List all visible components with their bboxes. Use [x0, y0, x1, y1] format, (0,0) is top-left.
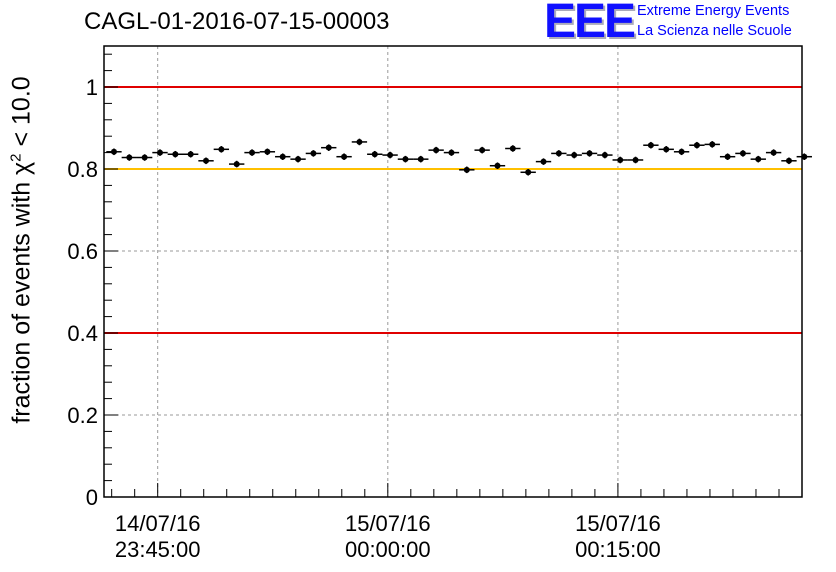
- data-point: [141, 154, 148, 161]
- plot-frame: [103, 45, 803, 498]
- logo-text-line1: Extreme Energy Events: [637, 3, 790, 19]
- data-point: [555, 150, 562, 157]
- x-tick-label-time: 00:00:00: [345, 537, 431, 562]
- data-point: [448, 149, 455, 156]
- data-point: [601, 152, 608, 159]
- chart-title: CAGL-01-2016-07-15-00003: [84, 8, 390, 35]
- data-point: [110, 148, 117, 155]
- y-tick-label: 0.8: [67, 157, 98, 182]
- data-point: [325, 144, 332, 151]
- eee-logo-mark: EEE: [544, 0, 636, 48]
- data-point: [417, 156, 424, 163]
- data-point: [249, 149, 256, 156]
- x-tick-label-time: 00:15:00: [575, 537, 661, 562]
- x-tick-label-time: 23:45:00: [115, 537, 201, 562]
- data-point: [693, 142, 700, 149]
- data-point: [387, 152, 394, 159]
- data-point: [402, 156, 409, 163]
- x-tick-label-date: 15/07/16: [345, 511, 431, 536]
- data-point: [755, 156, 762, 163]
- y-tick-label: 0.4: [67, 321, 98, 346]
- data-point: [724, 153, 731, 160]
- y-tick-label: 1: [86, 75, 98, 100]
- y-tick-label: 0.6: [67, 239, 98, 264]
- data-point: [172, 151, 179, 158]
- data-point: [571, 152, 578, 159]
- y-tick-label: 0: [86, 485, 98, 510]
- data-point: [647, 142, 654, 149]
- data-point: [433, 147, 440, 154]
- data-point: [295, 156, 302, 163]
- x-tick-label-date: 15/07/16: [575, 511, 661, 536]
- data-point: [709, 141, 716, 148]
- data-point: [233, 161, 240, 168]
- data-point: [264, 148, 271, 155]
- data-point: [479, 147, 486, 154]
- data-point: [663, 146, 670, 153]
- data-point: [770, 149, 777, 156]
- data-point: [801, 153, 808, 160]
- data-point: [126, 154, 133, 161]
- data-point: [785, 157, 792, 164]
- data-point: [187, 151, 194, 158]
- data-point: [156, 149, 163, 156]
- data-point: [678, 148, 685, 155]
- data-point: [341, 153, 348, 160]
- data-point: [279, 153, 286, 160]
- data-point: [586, 150, 593, 157]
- data-point: [632, 156, 639, 163]
- data-point: [540, 158, 547, 165]
- data-point: [525, 169, 532, 176]
- data-point: [356, 138, 363, 145]
- data-point: [371, 151, 378, 158]
- x-tick-label-date: 14/07/16: [115, 511, 201, 536]
- data-point: [509, 145, 516, 152]
- y-tick-label: 0.2: [67, 403, 98, 428]
- data-point: [739, 150, 746, 157]
- data-point: [310, 150, 317, 157]
- data-point: [218, 146, 225, 153]
- data-point: [463, 166, 470, 173]
- data-point: [617, 156, 624, 163]
- eee-logo: EEE Extreme Energy Events La Scienza nel…: [544, 0, 834, 48]
- logo-text-line2: La Scienza nelle Scuole: [637, 23, 792, 39]
- data-point: [494, 162, 501, 169]
- data-point: [203, 157, 210, 164]
